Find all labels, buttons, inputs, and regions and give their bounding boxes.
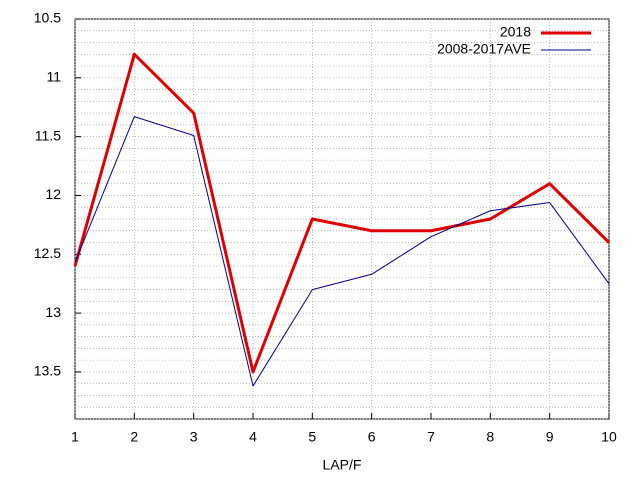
y-tick-label: 11 [46, 69, 61, 85]
x-tick-label: 1 [71, 429, 79, 445]
x-tick-label: 7 [427, 429, 435, 445]
x-axis-label: LAP/F [323, 457, 362, 473]
x-tick-label: 6 [368, 429, 376, 445]
x-tick-label: 2 [130, 429, 138, 445]
x-tick-label: 10 [601, 429, 617, 445]
x-tick-label: 5 [308, 429, 316, 445]
y-tick-label: 13 [45, 304, 61, 320]
legend-label: 2018 [500, 24, 531, 40]
x-tick-label: 4 [249, 429, 257, 445]
y-tick-label: 12.5 [34, 245, 61, 261]
legend-label: 2008-2017AVE [437, 41, 531, 57]
y-tick-label: 10.5 [34, 10, 61, 26]
y-tick-label: 12 [45, 186, 61, 202]
y-tick-label: 13.5 [34, 363, 61, 379]
series-line [73, 52, 611, 374]
x-tick-label: 3 [190, 429, 198, 445]
x-tick-label: 9 [546, 429, 554, 445]
y-tick-label: 11.5 [35, 127, 61, 143]
series-line [74, 116, 610, 387]
x-tick-label: 8 [486, 429, 494, 445]
